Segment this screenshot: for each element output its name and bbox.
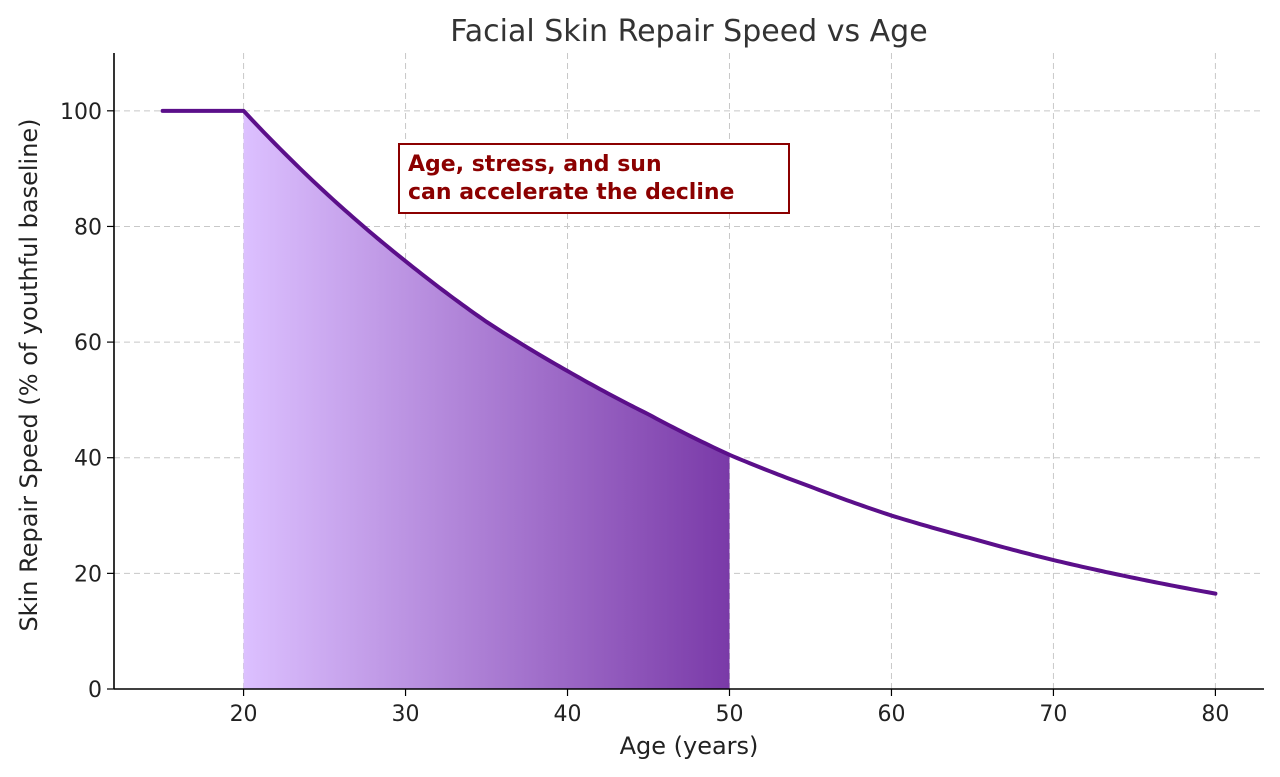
x-tick-label: 70 xyxy=(1039,702,1067,727)
annotation-line-2: can accelerate the decline xyxy=(408,180,734,205)
x-tick-label: 40 xyxy=(554,702,582,727)
y-tick-label: 60 xyxy=(74,331,102,356)
y-tick-label: 20 xyxy=(74,562,102,587)
y-axis-label: Skin Repair Speed (% of youthful baselin… xyxy=(15,118,43,631)
y-tick-label: 80 xyxy=(74,215,102,240)
y-tick-label: 100 xyxy=(60,100,102,125)
annotation-line-1: Age, stress, and sun xyxy=(408,152,662,177)
y-tick-label: 40 xyxy=(74,447,102,472)
x-tick-label: 80 xyxy=(1201,702,1229,727)
x-tick-label: 60 xyxy=(877,702,905,727)
annotation: Age, stress, and sun can accelerate the … xyxy=(398,143,790,214)
series-line xyxy=(160,108,1218,596)
y-axis: 0 20 40 60 80 100 xyxy=(60,100,114,703)
x-tick-label: 30 xyxy=(392,702,420,727)
shaded-area xyxy=(243,110,730,689)
annotation-box xyxy=(398,143,790,214)
x-tick-label: 20 xyxy=(230,702,258,727)
x-axis-label: Age (years) xyxy=(620,732,759,760)
chart-title: Facial Skin Repair Speed vs Age xyxy=(450,14,927,49)
x-axis: 20 30 40 50 60 70 80 xyxy=(230,689,1229,727)
y-tick-label: 0 xyxy=(88,678,102,703)
x-tick-label: 50 xyxy=(715,702,743,727)
